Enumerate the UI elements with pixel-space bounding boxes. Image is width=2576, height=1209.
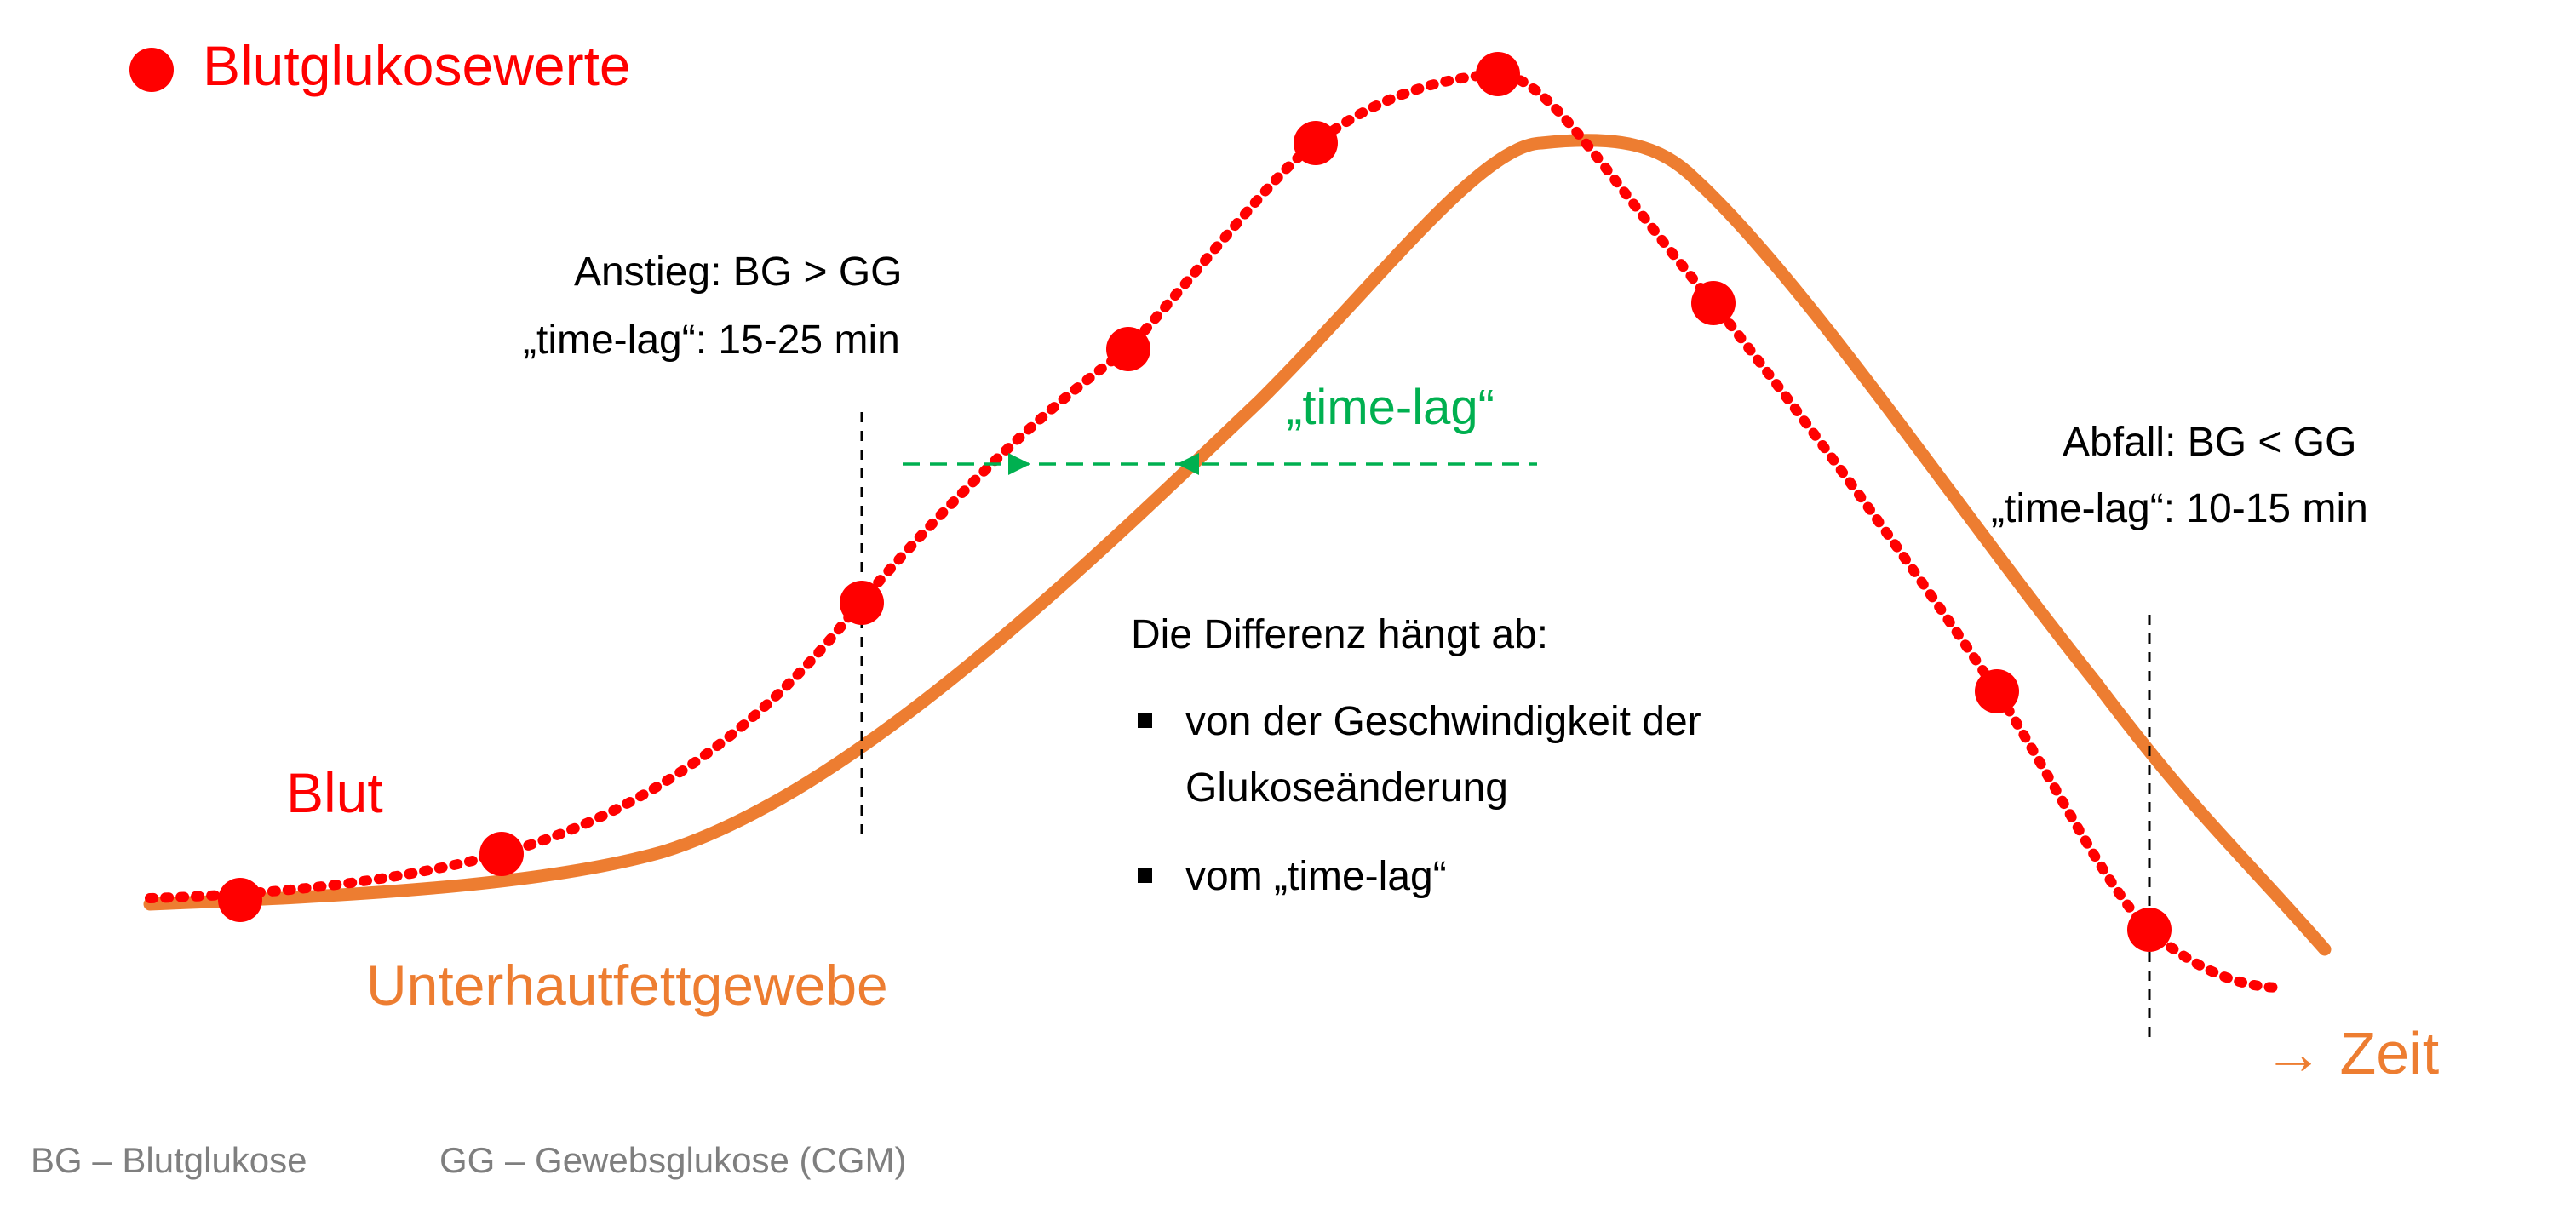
- bg-measurement-dot: [1476, 52, 1520, 96]
- bg-measurement-dot: [2127, 908, 2172, 952]
- time-lag-arrowhead-right: [1177, 453, 1199, 475]
- footer-bg-abbreviation: BG – Blutglukose: [31, 1140, 307, 1180]
- bg-measurement-dot: [840, 581, 884, 625]
- tissue-glucose-curve: [143, 134, 2332, 956]
- time-axis-label: → Zeit: [2263, 1020, 2440, 1086]
- fall-annotation-line2: „time-lag“: 10-15 min: [1991, 486, 2368, 531]
- bg-measurement-dot: [1691, 281, 1736, 325]
- tissue-label: Unterhautfettgewebe: [366, 954, 888, 1017]
- bg-measurement-dot: [218, 878, 262, 922]
- blood-glucose-curve: [145, 68, 2287, 993]
- time-lag-label: „time-lag“: [1286, 380, 1495, 435]
- fall-annotation-line1: Abfall: BG < GG: [2063, 420, 2357, 465]
- bg-measurement-dot: [479, 832, 524, 876]
- footer-gg-abbreviation: GG – Gewebsglukose (CGM): [439, 1140, 907, 1180]
- legend-label: Blutglukosewerte: [203, 34, 631, 97]
- info-heading: Die Differenz hängt ab:: [1131, 612, 1549, 657]
- time-lag-arrowhead-left: [1008, 453, 1030, 475]
- bg-measurement-dot: [1106, 327, 1150, 371]
- info-bullet-2: vom „time-lag“: [1185, 854, 1447, 899]
- info-bullet-1-line1: von der Geschwindigkeit der: [1185, 699, 1701, 744]
- info-bullet-1-line2: Glukoseänderung: [1185, 765, 1508, 811]
- rise-annotation-line1: Anstieg: BG > GG: [574, 249, 903, 295]
- blood-label: Blut: [286, 761, 383, 824]
- bg-measurement-dot: [1975, 669, 2019, 713]
- rise-annotation-line2: „time-lag“: 15-25 min: [523, 318, 900, 363]
- bullet-square: [1138, 868, 1152, 883]
- legend-marker: [129, 48, 174, 92]
- bg-measurement-dot: [1294, 121, 1338, 165]
- bullet-square: [1138, 713, 1152, 728]
